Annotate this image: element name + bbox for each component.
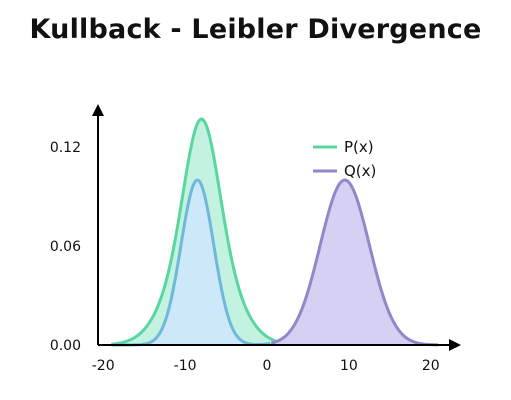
tick-labels: -20 -10 0 10 20 0.00 0.06 0.12 <box>50 140 440 374</box>
y-tick-label: 0.00 <box>50 338 81 354</box>
q-line-right <box>270 178 439 347</box>
x-tick-label: 0 <box>263 358 272 374</box>
chart-title: Kullback - Leibler Divergence <box>29 14 482 45</box>
x-tick-label: 10 <box>340 358 358 374</box>
y-tick-label: 0.12 <box>50 140 81 156</box>
q-area-left <box>111 180 271 345</box>
p-line <box>111 117 276 346</box>
axes <box>92 104 461 351</box>
x-tick-label: -20 <box>92 358 115 374</box>
q-area-right <box>271 180 439 345</box>
legend-label-q: Q(x) <box>344 162 376 180</box>
y-axis-arrow <box>92 104 104 116</box>
x-tick-label: -10 <box>174 358 197 374</box>
x-tick-label: 20 <box>422 358 440 374</box>
x-axis-arrow <box>449 339 461 351</box>
legend-label-p: P(x) <box>344 138 374 156</box>
area-layer <box>111 117 439 347</box>
legend: P(x) Q(x) <box>313 138 376 180</box>
y-tick-label: 0.06 <box>50 239 81 255</box>
